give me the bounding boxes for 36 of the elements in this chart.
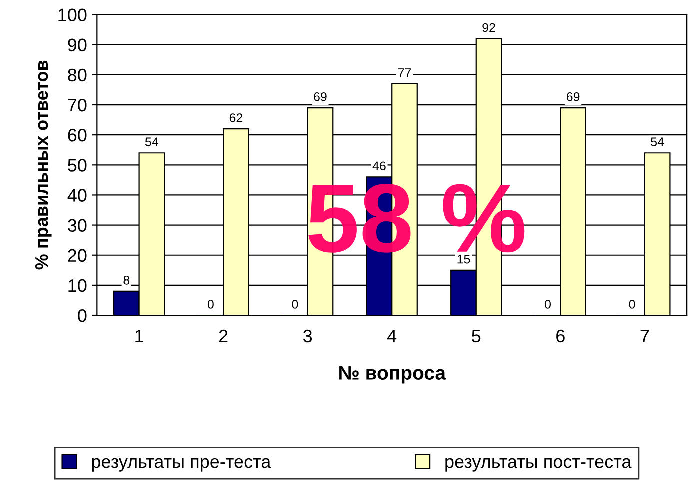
x-tick-label: 4: [388, 330, 397, 342]
y-tick-label: 90: [68, 38, 87, 52]
y-tick-label: 80: [68, 68, 87, 82]
data-label: 69: [566, 92, 580, 102]
legend-label: результаты пре-теста: [92, 458, 272, 472]
x-tick-label: 5: [472, 330, 481, 343]
data-label: 62: [230, 114, 243, 122]
x-tick-label: 6: [556, 330, 565, 343]
data-label: 77: [398, 68, 412, 78]
x-tick-label: 2: [219, 330, 228, 342]
data-label: 15: [458, 255, 470, 264]
data-label: 0: [208, 300, 214, 309]
data-label: 46: [372, 162, 386, 171]
data-label: 54: [145, 138, 159, 146]
data-label: 0: [629, 300, 636, 309]
y-tick-label: 10: [68, 279, 87, 292]
y-tick-label: 40: [68, 189, 87, 202]
x-tick-label: 7: [640, 330, 650, 342]
y-tick-label: 30: [68, 219, 87, 232]
x-tick-label: 3: [304, 330, 312, 343]
y-tick-label: 70: [68, 98, 87, 112]
y-tick-label: 0: [78, 309, 87, 322]
x-tick-label: 1: [136, 330, 144, 342]
y-tick-label: 60: [68, 129, 87, 142]
data-label: 92: [482, 23, 496, 32]
data-label: 54: [651, 138, 664, 146]
y-tick-label: 100: [58, 8, 87, 22]
legend-label: результаты пост-теста: [446, 458, 632, 472]
y-tick-label: 20: [68, 249, 87, 262]
data-label: 8: [124, 276, 130, 285]
y-axis-title: % правильных ответов: [35, 60, 52, 270]
data-label: 69: [314, 92, 327, 102]
y-tick-label: 50: [68, 159, 87, 172]
data-label: 0: [292, 300, 298, 309]
x-axis-title: № вопроса: [340, 366, 446, 384]
data-label: 0: [545, 300, 551, 309]
